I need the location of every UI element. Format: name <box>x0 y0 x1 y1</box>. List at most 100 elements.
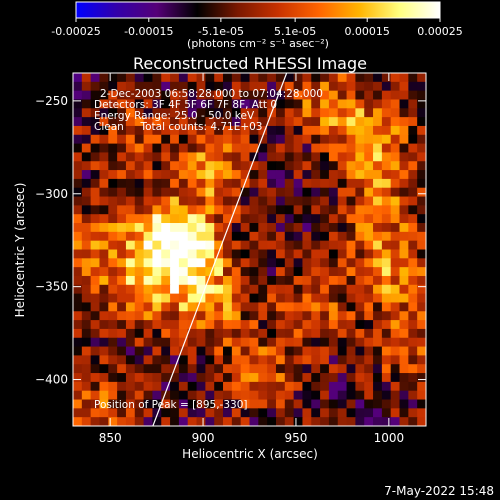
heatmap-cell <box>205 205 215 215</box>
heatmap-cell <box>267 81 277 92</box>
heatmap-cell <box>161 99 171 109</box>
heatmap-cell <box>223 284 233 295</box>
heatmap-cell <box>117 90 127 101</box>
heatmap-cell <box>328 364 339 374</box>
heatmap-cell <box>320 408 330 418</box>
heatmap-cell <box>223 320 233 330</box>
heatmap-cell <box>99 152 109 162</box>
heatmap-cell <box>117 293 127 304</box>
heatmap-cell <box>152 355 162 365</box>
heatmap-cell <box>81 408 92 418</box>
heatmap-cell <box>355 161 365 171</box>
heatmap-cell <box>267 205 277 215</box>
heatmap-cell <box>381 408 392 418</box>
heatmap-cell <box>364 284 374 295</box>
heatmap-cell <box>249 187 259 198</box>
heatmap-cell <box>187 231 198 242</box>
heatmap-cell <box>134 417 145 426</box>
heatmap-cell <box>170 152 180 162</box>
heatmap-cell <box>320 152 330 162</box>
heatmap-cell <box>381 267 392 277</box>
heatmap-cell <box>125 417 136 426</box>
colorbar-unit-label: (photons cm⁻² s⁻¹ asec⁻²) <box>187 37 329 50</box>
heatmap-cell <box>337 258 348 268</box>
heatmap-cell <box>231 328 242 339</box>
heatmap-cell <box>108 134 118 145</box>
heatmap-cell <box>381 134 392 145</box>
heatmap-cell <box>178 417 189 426</box>
heatmap-cell <box>258 302 268 312</box>
heatmap-cell <box>328 99 339 109</box>
heatmap-cell <box>381 125 392 136</box>
heatmap-cell <box>302 205 312 215</box>
heatmap-cell <box>240 364 251 374</box>
heatmap-cell <box>328 214 339 224</box>
heatmap-cell <box>373 302 383 312</box>
heatmap-cell <box>364 240 374 251</box>
heatmap-cell <box>152 187 162 198</box>
heatmap-cell <box>143 187 154 198</box>
heatmap-cell <box>258 214 268 224</box>
heatmap-cell <box>258 346 268 356</box>
heatmap-cell <box>73 399 83 409</box>
heatmap-cell <box>196 170 206 180</box>
heatmap-cell <box>417 187 426 198</box>
heatmap-cell <box>223 125 233 136</box>
heatmap-cell <box>284 364 295 374</box>
heatmap-cell <box>152 81 162 92</box>
heatmap-cell <box>399 231 409 242</box>
heatmap-cell <box>320 99 330 109</box>
heatmap-cell <box>231 214 242 224</box>
heatmap-cell <box>399 399 409 409</box>
heatmap-cell <box>223 267 233 277</box>
heatmap-cell <box>108 302 118 312</box>
heatmap-cell <box>364 275 374 286</box>
heatmap-cell <box>108 90 118 101</box>
heatmap-cell <box>381 214 392 224</box>
heatmap-cell <box>258 81 268 92</box>
x-tick-label: 850 <box>99 431 122 445</box>
heatmap-cell <box>178 223 189 233</box>
heatmap-cell <box>125 258 136 268</box>
heatmap-cell <box>231 346 242 356</box>
heatmap-cell <box>328 240 339 251</box>
heatmap-cell <box>231 134 242 145</box>
heatmap-cell <box>258 408 268 418</box>
heatmap-cell <box>99 311 109 321</box>
heatmap-cell <box>328 143 339 154</box>
heatmap-cell <box>328 399 339 409</box>
heatmap-cell <box>337 284 348 295</box>
heatmap-cell <box>381 337 392 348</box>
heatmap-cell <box>373 417 383 426</box>
heatmap-cell <box>205 231 215 242</box>
heatmap-cell <box>196 117 206 127</box>
heatmap-cell <box>390 381 401 392</box>
heatmap-cell <box>364 231 374 242</box>
heatmap-cell <box>214 399 224 409</box>
heatmap-cell <box>170 205 180 215</box>
heatmap-cell <box>81 73 92 83</box>
heatmap-cell <box>90 417 101 426</box>
heatmap-cell <box>73 311 83 321</box>
heatmap-cell <box>90 170 101 180</box>
heatmap-cell <box>187 337 198 348</box>
info-line-energy: Energy Range: 25.0 - 50.0 keV <box>94 110 255 122</box>
heatmap-cell <box>399 275 409 286</box>
heatmap-cell <box>302 399 312 409</box>
heatmap-cell <box>275 258 286 268</box>
heatmap-cell <box>161 214 171 224</box>
heatmap-cell <box>284 214 295 224</box>
heatmap-cell <box>320 249 330 259</box>
colorbar-tick-label: 0.00025 <box>417 25 463 38</box>
heatmap-cell <box>161 302 171 312</box>
heatmap-cell <box>223 373 233 383</box>
heatmap-cell <box>355 231 365 242</box>
heatmap-cell <box>399 143 409 154</box>
heatmap-cell <box>381 311 392 321</box>
heatmap-cell <box>90 364 101 374</box>
y-axis-ticks: −250−300−350−400 <box>35 94 426 387</box>
heatmap-cell <box>170 231 180 242</box>
heatmap-cell <box>223 81 233 92</box>
heatmap-cell <box>364 90 374 101</box>
heatmap-cell <box>337 178 348 189</box>
